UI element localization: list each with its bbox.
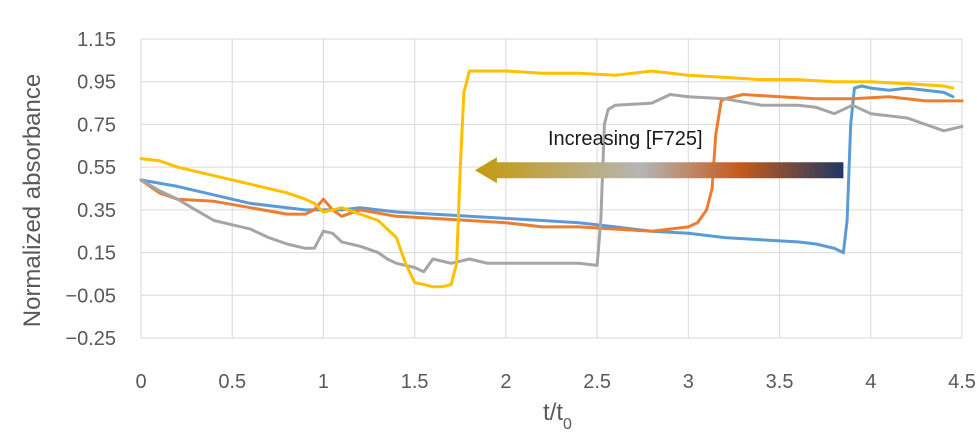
x-axis-ticks: 0 0.5 1 1.5 2 2.5 3 3.5 4 4.5 <box>135 371 975 393</box>
y-tick-label: −0.05 <box>65 285 116 307</box>
gridlines <box>140 38 963 339</box>
x-tick-label: 2 <box>500 371 511 393</box>
x-tick-label: 3 <box>683 371 694 393</box>
y-tick-label: 1.15 <box>77 29 116 51</box>
x-tick-label: 0.5 <box>218 371 246 393</box>
y-axis-ticks: −0.25 −0.05 0.15 0.35 0.55 0.75 0.95 1.15 <box>65 29 116 350</box>
x-axis-title-subscript: 0 <box>563 416 572 433</box>
x-tick-label: 0 <box>135 371 146 393</box>
y-tick-label: 0.95 <box>77 72 116 94</box>
series-line <box>139 69 955 289</box>
series-line <box>139 93 964 274</box>
increasing-arrow <box>474 157 844 184</box>
x-tick-label: 1.5 <box>401 371 429 393</box>
x-tick-label: 3.5 <box>766 371 794 393</box>
y-axis-title: Normalized absorbance <box>19 74 46 327</box>
x-tick-label: 2.5 <box>583 371 611 393</box>
x-axis-title-main: t/t <box>543 399 563 426</box>
annotation-text: Increasing [F725] <box>548 128 703 150</box>
x-tick-label: 1 <box>318 371 329 393</box>
x-tick-label: 4.5 <box>948 371 976 393</box>
y-tick-label: 0.75 <box>77 114 116 136</box>
x-axis-title: t/t0 <box>543 399 572 433</box>
series-lines <box>139 69 964 289</box>
y-tick-label: −0.25 <box>65 328 116 350</box>
y-tick-label: 0.35 <box>77 200 116 222</box>
annotation: Increasing [F725] <box>474 128 844 184</box>
y-tick-label: 0.15 <box>77 243 116 265</box>
y-tick-label: 0.55 <box>77 157 116 179</box>
x-tick-label: 4 <box>865 371 876 393</box>
series-line <box>139 93 964 233</box>
